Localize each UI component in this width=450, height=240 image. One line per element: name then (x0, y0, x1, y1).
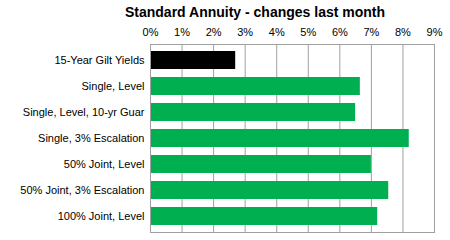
svg-text:Single, Level: Single, Level (82, 80, 145, 92)
svg-text:9%: 9% (427, 26, 443, 38)
svg-text:3%: 3% (237, 26, 253, 38)
svg-text:100% Joint, Level: 100% Joint, Level (58, 210, 145, 222)
svg-text:Single, Level, 10-yr Guar: Single, Level, 10-yr Guar (23, 106, 145, 118)
svg-text:Single, 3% Escalation: Single, 3% Escalation (38, 132, 144, 144)
svg-text:50% Joint, 3% Escalation: 50% Joint, 3% Escalation (20, 184, 144, 196)
svg-text:5%: 5% (300, 26, 316, 38)
svg-text:7%: 7% (363, 26, 379, 38)
svg-text:8%: 8% (395, 26, 411, 38)
svg-text:50% Joint, Level: 50% Joint, Level (64, 158, 145, 170)
svg-text:0%: 0% (143, 26, 159, 38)
svg-text:15-Year Gilt Yields: 15-Year Gilt Yields (54, 54, 145, 66)
svg-text:2%: 2% (206, 26, 222, 38)
svg-text:6%: 6% (332, 26, 348, 38)
svg-text:1%: 1% (174, 26, 190, 38)
svg-text:4%: 4% (269, 26, 285, 38)
html-text:Standard Annuity - changes las: Standard Annuity - changes last month (125, 4, 385, 20)
